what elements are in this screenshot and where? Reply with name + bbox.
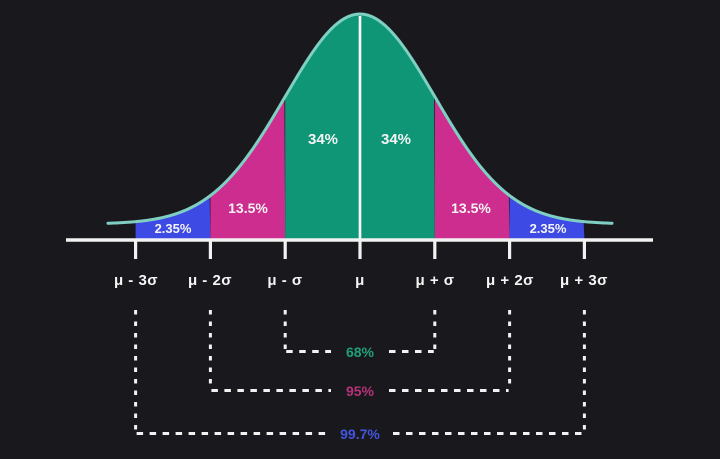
region-fill-1 (210, 97, 286, 239)
region-fill-4 (434, 96, 510, 239)
x-tick-label-mu-plus-3sigma: μ + 3σ (560, 272, 608, 289)
region-percent-label-right-2.35: 2.35% (529, 221, 567, 236)
region-percent-label-left-13.5: 13.5% (228, 200, 268, 216)
region-percent-label-right-34: 34% (380, 131, 412, 148)
region-fill-0 (135, 196, 211, 239)
x-tick-label-mu-minus-2sigma: μ - 2σ (187, 272, 233, 289)
bracket-label-99.7-percent: 99.7% (340, 426, 380, 442)
region-fill-3 (360, 14, 435, 239)
region-fill-2 (285, 14, 360, 239)
region-fill-5 (509, 195, 585, 239)
bracket-label-68-percent: 68% (345, 344, 375, 360)
x-tick-label-mu-minus-3sigma: μ - 3σ (113, 272, 159, 289)
bell-curve-outline (106, 12, 614, 225)
x-tick-label-mu: μ (355, 272, 365, 289)
x-tick-label-mu-minus-sigma: μ - σ (267, 272, 303, 289)
region-percent-label-left-34: 34% (307, 131, 339, 148)
region-percent-label-left-2.35: 2.35% (154, 221, 192, 236)
x-tick-label-mu-plus-2sigma: μ + 2σ (486, 272, 534, 289)
region-percent-label-right-13.5: 13.5% (451, 200, 491, 216)
bracket-label-95-percent: 95% (345, 383, 375, 399)
x-tick-label-mu-plus-sigma: μ + σ (415, 272, 455, 289)
